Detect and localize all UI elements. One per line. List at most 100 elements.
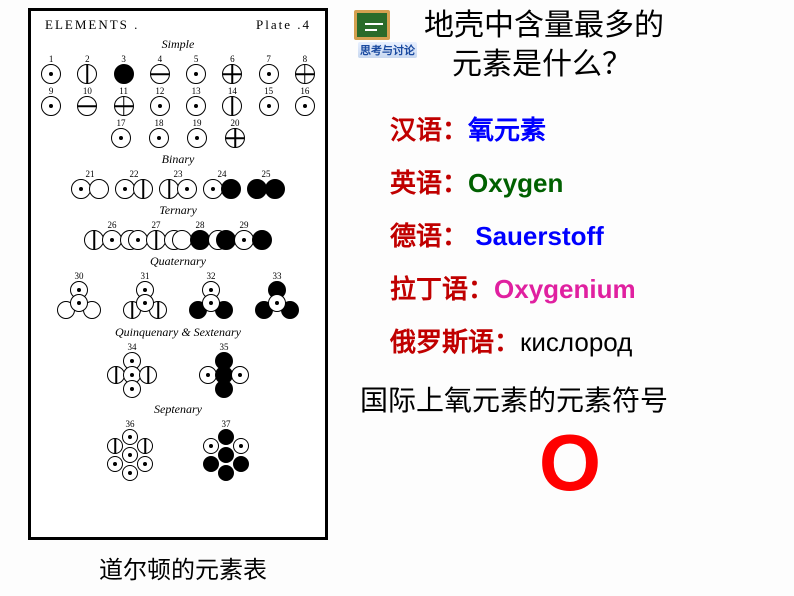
language-value: Oxygen [468, 168, 563, 198]
atom-cell: 21 [77, 169, 103, 199]
atom-number: 24 [218, 169, 227, 179]
atom-symbol [41, 96, 61, 116]
atom-symbol [111, 128, 131, 148]
atom-cell: 26 [99, 220, 125, 250]
left-panel: ELEMENTS . Plate .4 Simple 12345678 9101… [28, 8, 338, 585]
international-symbol-line: 国际上氧元素的元素符号 [350, 379, 790, 419]
atom-cell: 29 [231, 220, 257, 250]
atom-symbol [247, 179, 267, 199]
atom-symbol [202, 294, 220, 312]
atom-symbol [146, 230, 166, 250]
section-quinq: Quinquenary & Sextenary [39, 325, 317, 340]
atom-number: 26 [108, 220, 117, 230]
atom-number: 6 [230, 54, 235, 64]
atom-number: 31 [141, 271, 150, 281]
atom-number: 35 [220, 342, 229, 352]
atom-symbol [233, 438, 249, 454]
think-label: 思考与讨论 [358, 42, 417, 58]
question-text: 地壳中含量最多的 元素是什么？ [424, 6, 664, 84]
atom-symbol [137, 438, 153, 454]
atom-symbol [71, 179, 91, 199]
atom-symbol [122, 429, 138, 445]
dalton-element-table: ELEMENTS . Plate .4 Simple 12345678 9101… [28, 8, 328, 540]
atom-number: 10 [83, 86, 92, 96]
atom-cell: 4 [148, 54, 172, 84]
sept-row: 36 37 [39, 419, 317, 481]
atom-cell: 9 [39, 86, 63, 116]
atom-symbol [216, 230, 236, 250]
ternary-row: 26272829 [39, 220, 317, 250]
language-row: 拉丁语：Oxygenium [390, 269, 790, 306]
atom-cell: 12 [148, 86, 172, 116]
atom-symbol [190, 230, 210, 250]
atom-number: 37 [222, 419, 231, 429]
atom-number: 2 [85, 54, 90, 64]
binary-compound [72, 179, 108, 199]
atom-symbol [123, 380, 141, 398]
atom-cell: 36 [102, 419, 158, 481]
atom-symbol [231, 366, 249, 384]
section-simple: Simple [39, 37, 317, 52]
binary-compound [160, 179, 196, 199]
atom-symbol [102, 230, 122, 250]
simple-row-3: 17181920 [39, 118, 317, 148]
atom-number: 9 [49, 86, 54, 96]
atom-cell: 16 [293, 86, 317, 116]
atom-cell: 14 [220, 86, 244, 116]
atom-cell: 7 [257, 54, 281, 84]
header-left: ELEMENTS . [45, 17, 139, 33]
language-label: 俄罗斯语： [390, 327, 520, 357]
atom-cell: 20 [222, 118, 248, 148]
quaternary-compound [57, 281, 101, 321]
atom-symbol [203, 456, 219, 472]
atom-number: 8 [303, 54, 308, 64]
language-value: Sauerstoff [468, 221, 604, 251]
atom-symbol [203, 438, 219, 454]
atom-number: 13 [192, 86, 201, 96]
atom-symbol [133, 179, 153, 199]
atom-number: 7 [266, 54, 271, 64]
atom-cell: 2 [75, 54, 99, 84]
atom-symbol [114, 96, 134, 116]
quinquenary-compound [107, 352, 157, 398]
quaternary-compound [123, 281, 167, 321]
atom-symbol [115, 179, 135, 199]
atom-cell: 32 [188, 271, 234, 321]
atom-number: 25 [262, 169, 271, 179]
atom-symbol [218, 429, 234, 445]
atom-cell: 34 [106, 342, 158, 398]
atom-number: 33 [273, 271, 282, 281]
atom-symbol [172, 230, 192, 250]
atom-cell: 8 [293, 54, 317, 84]
atom-number: 23 [174, 169, 183, 179]
septenary-compound [103, 429, 157, 481]
atom-symbol [186, 64, 206, 84]
atom-symbol [107, 456, 123, 472]
atom-cell: 3 [112, 54, 136, 84]
language-row: 俄罗斯语：кислород [390, 322, 790, 359]
atom-symbol [77, 96, 97, 116]
atom-symbol [149, 128, 169, 148]
quinq-row: 34 35 [39, 342, 317, 398]
section-sept: Septenary [39, 402, 317, 417]
atom-number: 14 [228, 86, 237, 96]
atom-number: 4 [158, 54, 163, 64]
language-value: кислород [520, 327, 632, 357]
atom-symbol [218, 447, 234, 463]
atom-symbol [137, 456, 153, 472]
atom-symbol [177, 179, 197, 199]
question-line1: 地壳中含量最多的 [424, 9, 664, 42]
language-value: Oxygenium [494, 274, 636, 304]
binary-row: 2122232425 [39, 169, 317, 199]
language-row: 英语：Oxygen [390, 163, 790, 200]
atom-number: 16 [300, 86, 309, 96]
binary-compound [204, 179, 240, 199]
atom-symbol [122, 447, 138, 463]
language-row: 汉语：氧元素 [390, 110, 790, 147]
atom-symbol [265, 179, 285, 199]
atom-number: 34 [128, 342, 137, 352]
quaternary-compound [255, 281, 299, 321]
quinquenary-compound [199, 352, 249, 398]
atom-cell: 11 [112, 86, 136, 116]
atom-number: 27 [152, 220, 161, 230]
